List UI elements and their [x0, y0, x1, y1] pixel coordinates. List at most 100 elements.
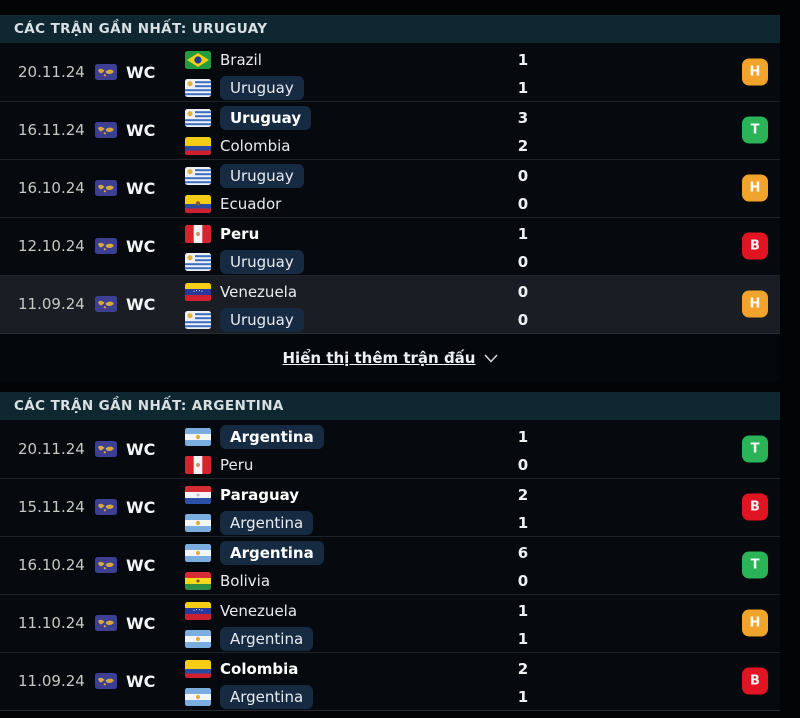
home-team-row: Argentina — [185, 540, 324, 566]
match-date: 20.11.24 — [18, 63, 85, 81]
competition: WC — [95, 101, 155, 159]
home-team-row: Uruguay — [185, 105, 312, 131]
team-pair: Uruguay Ecuador — [185, 159, 495, 217]
away-team-row: Uruguay — [185, 307, 304, 333]
venezuela-flag-icon — [185, 602, 211, 620]
team-pair: Paraguay Argentina — [185, 478, 495, 536]
chevron-down-icon — [483, 353, 498, 363]
home-team-name: Peru — [220, 225, 260, 243]
home-team-score: 1 — [517, 225, 529, 243]
team-pair: Venezuela Uruguay — [185, 275, 495, 333]
bolivia-flag-icon — [185, 572, 211, 590]
colombia-flag-icon — [185, 137, 211, 155]
home-team-name: Venezuela — [220, 602, 298, 620]
home-team-score: 2 — [517, 486, 529, 504]
section-argentina: CÁC TRẬN GẦN NHẤT: ARGENTINA 20.11.24 WC A… — [0, 392, 780, 711]
competition-label: WC — [126, 236, 156, 256]
argentina-flag-icon — [185, 688, 211, 706]
world-cup-icon — [95, 180, 117, 196]
competition-label: WC — [126, 555, 156, 575]
match-row[interactable]: 20.11.24 WC Argentina Peru 1 0 T — [0, 420, 780, 478]
home-team-name: Paraguay — [220, 486, 300, 504]
match-date: 16.11.24 — [18, 121, 85, 139]
match-row[interactable]: 11.09.24 WC Colombia Argentina 2 1 B — [0, 652, 780, 710]
match-date: 20.11.24 — [18, 440, 85, 458]
competition-label: WC — [126, 613, 156, 633]
argentina-flag-icon — [185, 630, 211, 648]
venezuela-flag-icon — [185, 283, 211, 301]
competition: WC — [95, 159, 155, 217]
section-title-uruguay: CÁC TRẬN GẦN NHẤT: URUGUAY — [0, 15, 780, 43]
away-team-row: Peru — [185, 452, 253, 478]
result-badge: B — [742, 667, 768, 695]
world-cup-icon — [95, 238, 117, 254]
match-date: 11.09.24 — [18, 295, 85, 313]
away-team-row: Ecuador — [185, 191, 281, 217]
result-badge: T — [742, 116, 768, 144]
competition: WC — [95, 43, 155, 101]
away-team-score: 0 — [517, 253, 529, 271]
match-date: 11.09.24 — [18, 672, 85, 690]
home-team-score: 2 — [517, 660, 529, 678]
competition: WC — [95, 536, 155, 594]
match-row[interactable]: 15.11.24 WC Paraguay Argentina 2 1 B — [0, 478, 780, 536]
home-team-row: Venezuela — [185, 598, 297, 624]
home-team-name: Colombia — [220, 660, 299, 678]
away-team-score: 1 — [517, 79, 529, 97]
away-team-score: 0 — [517, 456, 529, 474]
world-cup-icon — [95, 64, 117, 80]
result-badge: H — [742, 174, 768, 202]
peru-flag-icon — [185, 456, 211, 474]
home-team-score: 0 — [517, 167, 529, 185]
argentina-flag-icon — [185, 544, 211, 562]
argentina-flag-icon — [185, 428, 211, 446]
competition: WC — [95, 275, 155, 333]
home-team-row: Uruguay — [185, 163, 304, 189]
section-uruguay: CÁC TRẬN GẦN NHẤT: URUGUAY 20.11.24 WC Bra… — [0, 15, 780, 334]
away-team-row: Argentina — [185, 684, 314, 710]
home-team-name: Argentina — [220, 541, 324, 565]
away-team-name: Uruguay — [220, 76, 304, 100]
team-pair: Argentina Bolivia — [185, 536, 495, 594]
home-team-name: Argentina — [220, 425, 324, 449]
competition-label: WC — [126, 497, 156, 517]
section-title-argentina: CÁC TRẬN GẦN NHẤT: ARGENTINA — [0, 392, 780, 420]
away-team-row: Bolivia — [185, 568, 270, 594]
match-row[interactable]: 11.10.24 WC Venezuela Argentina 1 1 H — [0, 594, 780, 652]
match-date: 15.11.24 — [18, 498, 85, 516]
match-row[interactable]: 11.09.24 WC Venezuela Uruguay 0 0 H — [0, 275, 780, 333]
competition-label: WC — [126, 62, 156, 82]
match-row[interactable]: 16.10.24 WC Argentina Bolivia 6 0 T — [0, 536, 780, 594]
match-row[interactable]: 12.10.24 WC Peru Uruguay 1 0 B — [0, 217, 780, 275]
away-team-name: Peru — [220, 456, 254, 474]
away-team-row: Uruguay — [185, 75, 304, 101]
match-list-argentina: 20.11.24 WC Argentina Peru 1 0 T 15.11.24 WC Para… — [0, 420, 780, 711]
away-team-row: Uruguay — [185, 249, 304, 275]
match-row[interactable]: 20.11.24 WC Brazil Uruguay 1 1 H — [0, 43, 780, 101]
match-row[interactable]: 16.11.24 WC Uruguay Colombia 3 2 T — [0, 101, 780, 159]
away-team-score: 2 — [517, 137, 529, 155]
home-team-row: Colombia — [185, 656, 298, 682]
away-team-score: 0 — [517, 195, 529, 213]
match-list-uruguay: 20.11.24 WC Brazil Uruguay 1 1 H 16.11.24 WC Urug… — [0, 43, 780, 334]
ecuador-flag-icon — [185, 195, 211, 213]
home-team-name: Brazil — [220, 51, 262, 69]
show-more-link[interactable]: Hiển thị thêm trận đấu — [283, 349, 498, 367]
away-team-name: Uruguay — [220, 308, 304, 332]
colombia-flag-icon — [185, 660, 211, 678]
away-team-score: 1 — [517, 630, 529, 648]
away-team-name: Colombia — [220, 137, 291, 155]
home-team-score: 0 — [517, 283, 529, 301]
match-row[interactable]: 16.10.24 WC Uruguay Ecuador 0 0 H — [0, 159, 780, 217]
uruguay-flag-icon — [185, 311, 211, 329]
section-gap — [0, 382, 780, 392]
